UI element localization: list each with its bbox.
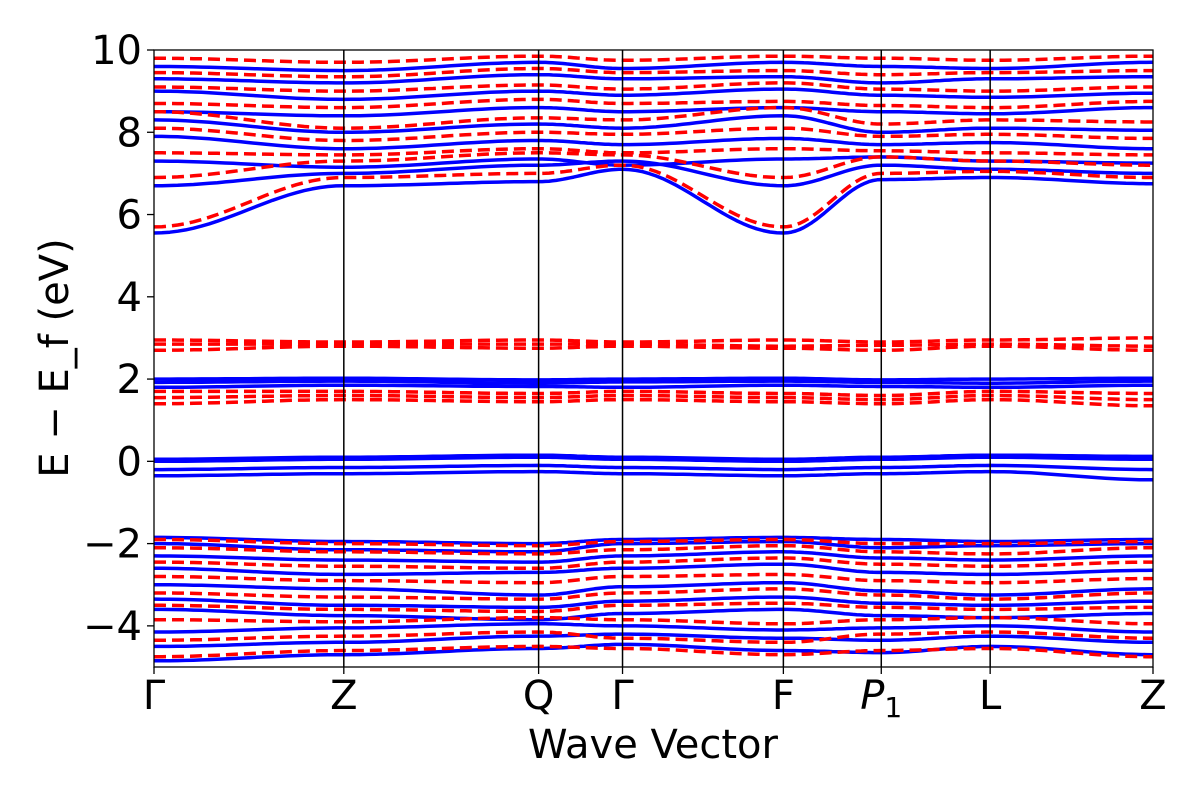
x-tick-label: Γ	[611, 673, 634, 719]
x-tick-label: Q	[523, 673, 554, 719]
dashed-band-20	[154, 97, 1153, 110]
solid-band-2	[154, 622, 1153, 634]
plot-frame	[153, 49, 1154, 668]
x-axis-label: Wave Vector	[528, 722, 779, 768]
solid-band-18	[154, 159, 1153, 188]
dashed-band-0	[154, 644, 1153, 659]
solid-band-14	[154, 383, 1153, 390]
x-tick-label: Γ	[143, 673, 166, 719]
dashed-band-9	[154, 397, 1153, 408]
solid-band-8	[154, 539, 1153, 554]
dashed-band-1	[154, 630, 1153, 645]
y-tick-label: −4	[83, 604, 142, 650]
dashed-band-3	[154, 601, 1153, 614]
solid-band-23	[154, 87, 1153, 102]
solid-band-21	[154, 114, 1153, 135]
x-tick-label: Z	[330, 673, 357, 719]
y-axis-label: E − E_f (eV)	[32, 238, 78, 477]
y-tick-label: 2	[117, 357, 142, 403]
solid-band-7	[154, 550, 1153, 564]
dashed-band-16	[154, 151, 1153, 180]
dashed-band-17	[154, 146, 1153, 157]
solid-band-22	[154, 105, 1153, 118]
y-tick-label: −2	[83, 522, 142, 568]
bands-layer	[154, 54, 1153, 663]
solid-band-11	[154, 463, 1153, 472]
x-tick-label: L	[979, 673, 1002, 719]
solid-band-9	[154, 535, 1153, 546]
dashed-band-10	[154, 393, 1153, 402]
y-tick-label: 4	[117, 275, 142, 321]
solid-band-24	[154, 72, 1153, 85]
x-tick-label: Z	[1139, 673, 1166, 719]
solid-band-12	[154, 455, 1153, 464]
x-tick-label: P1	[860, 673, 902, 724]
solid-band-1	[154, 632, 1153, 649]
dashed-band-15	[154, 163, 1153, 229]
x-axis: Γ Z Q Γ F P1 L Z	[143, 667, 1167, 724]
dashed-band-23	[154, 54, 1153, 65]
solid-band-6	[154, 562, 1153, 577]
y-tick-label: 0	[117, 439, 142, 485]
y-tick-label: 10	[91, 28, 142, 74]
dashed-band-22	[154, 66, 1153, 79]
dashed-band-6	[154, 556, 1153, 571]
solid-band-10	[154, 469, 1153, 482]
solid-band-20	[154, 134, 1153, 151]
solid-band-13	[154, 453, 1153, 462]
dashed-band-21	[154, 81, 1153, 93]
dashed-band-7	[154, 543, 1153, 556]
dashed-band-5	[154, 572, 1153, 585]
dashed-band-19	[154, 105, 1153, 130]
solid-band-0	[154, 642, 1153, 663]
solid-band-19	[154, 155, 1153, 169]
solid-band-17	[154, 167, 1153, 235]
dashed-band-18	[154, 126, 1153, 143]
dashed-band-13	[154, 342, 1153, 348]
solid-band-25	[154, 60, 1153, 73]
solid-band-5	[154, 580, 1153, 597]
dashed-band-4	[154, 587, 1153, 601]
y-tick-label: 8	[117, 110, 142, 156]
y-axis: −4 −2 0 2 4 6 8 10	[83, 28, 154, 650]
kpoint-lines	[343, 50, 991, 667]
dashed-band-2	[154, 615, 1153, 626]
dashed-band-8	[154, 537, 1153, 548]
y-tick-label: 6	[117, 193, 142, 239]
solid-band-15	[154, 379, 1153, 385]
solid-band-16	[154, 376, 1153, 382]
solid-band-4	[154, 595, 1153, 610]
dashed-band-11	[154, 389, 1153, 398]
dashed-band-14	[154, 336, 1153, 344]
dashed-band-12	[154, 344, 1153, 353]
x-tick-label: F	[772, 673, 795, 719]
